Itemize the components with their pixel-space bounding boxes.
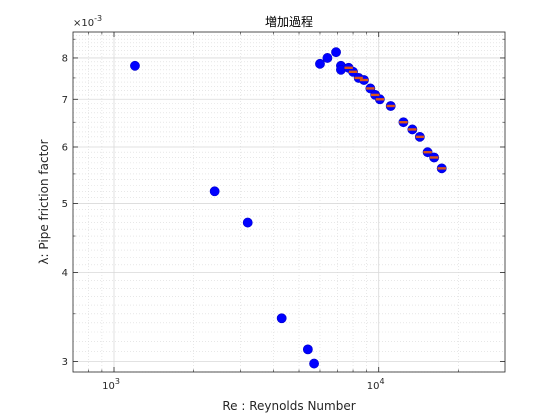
y-tick-label: 6 xyxy=(62,142,68,153)
x-tick-label-power: 4 xyxy=(380,377,385,386)
y-tick-label: 4 xyxy=(62,268,68,279)
chart-title: 増加過程 xyxy=(265,14,313,29)
grid xyxy=(73,32,505,373)
x-tick-label-base: 10 xyxy=(102,381,115,392)
y-tick-label: 8 xyxy=(62,53,68,64)
x-axis-title: Re : Reynolds Number xyxy=(222,399,355,413)
y-exponent-base: ×10 xyxy=(73,18,94,29)
x-tick-label: 104 xyxy=(367,377,385,392)
data-point xyxy=(130,60,140,71)
y-axis-exponent: ×10-3 xyxy=(73,14,102,29)
data-point xyxy=(302,344,313,355)
data-markers xyxy=(130,47,447,369)
data-point xyxy=(315,58,325,69)
x-tick-label-base: 10 xyxy=(367,381,380,392)
data-point xyxy=(242,217,253,228)
plot-frame xyxy=(72,31,506,373)
y-tick-label: 3 xyxy=(62,357,68,368)
x-tick-label: 103 xyxy=(102,377,120,392)
x-tick-label-power: 3 xyxy=(115,377,120,386)
data-point xyxy=(322,53,333,63)
y-tick-label: 5 xyxy=(62,199,68,210)
data-point xyxy=(209,186,220,197)
y-tick-label: 7 xyxy=(62,95,68,106)
plot-area xyxy=(73,32,505,372)
data-point xyxy=(309,358,319,369)
y-axis-title: λ: Pipe friction factor xyxy=(37,139,51,264)
data-point xyxy=(331,47,341,58)
y-exponent-power: -3 xyxy=(94,14,102,23)
data-point xyxy=(276,313,287,324)
